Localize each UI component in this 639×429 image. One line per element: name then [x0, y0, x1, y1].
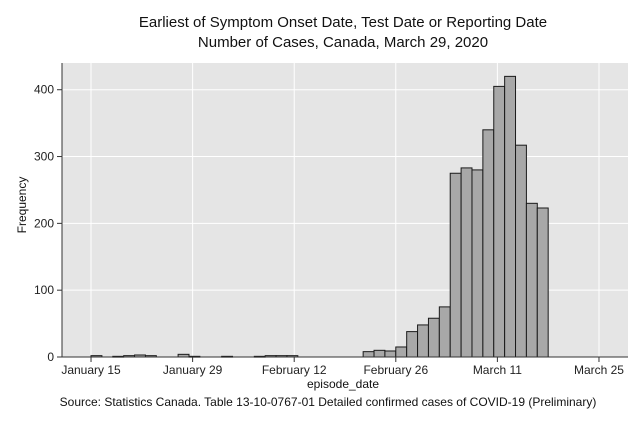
histogram-bar — [384, 350, 397, 358]
x-tick-label: March 11 — [473, 363, 522, 377]
histogram-bar — [449, 172, 462, 358]
y-axis-label: Frequency — [15, 177, 29, 234]
x-tick-label: March 25 — [574, 363, 624, 377]
x-tick-label: January 29 — [163, 363, 223, 377]
x-tick-label: February 26 — [363, 363, 428, 377]
histogram-bar — [515, 144, 527, 358]
axes: 0 100 200 300 400 January 15 January 29 Februar… — [34, 63, 628, 377]
histogram-bar — [362, 351, 375, 358]
histogram-bar — [493, 85, 506, 358]
x-tick-label: February 12 — [262, 363, 327, 377]
histogram-bar — [536, 207, 549, 358]
x-tick-label: January 15 — [61, 363, 121, 377]
y-tick-label: 200 — [34, 216, 54, 230]
y-tick-label: 100 — [34, 283, 54, 297]
histogram-bar — [504, 75, 517, 358]
x-axis-label: episode_date — [307, 377, 379, 391]
histogram-bar — [395, 346, 408, 358]
histogram-bar — [438, 306, 451, 358]
histogram-bar — [525, 202, 538, 358]
y-tick-label: 300 — [34, 150, 54, 164]
histogram-bar — [482, 129, 495, 358]
histogram-bar — [373, 349, 386, 358]
histogram-bar — [471, 169, 484, 358]
histogram-bar — [406, 331, 419, 358]
histogram-bar — [417, 324, 429, 358]
bars — [90, 75, 549, 358]
source-note: Source: Statistics Canada. Table 13-10-0… — [60, 395, 597, 409]
chart-title: Earliest of Symptom Onset Date, Test Dat… — [139, 14, 547, 31]
y-tick-label: 0 — [47, 350, 54, 364]
chart-subtitle: Number of Cases, Canada, March 29, 2020 — [198, 34, 488, 51]
y-tick-label: 400 — [34, 83, 54, 97]
histogram-bar — [460, 167, 473, 358]
histogram-bar — [427, 317, 440, 358]
